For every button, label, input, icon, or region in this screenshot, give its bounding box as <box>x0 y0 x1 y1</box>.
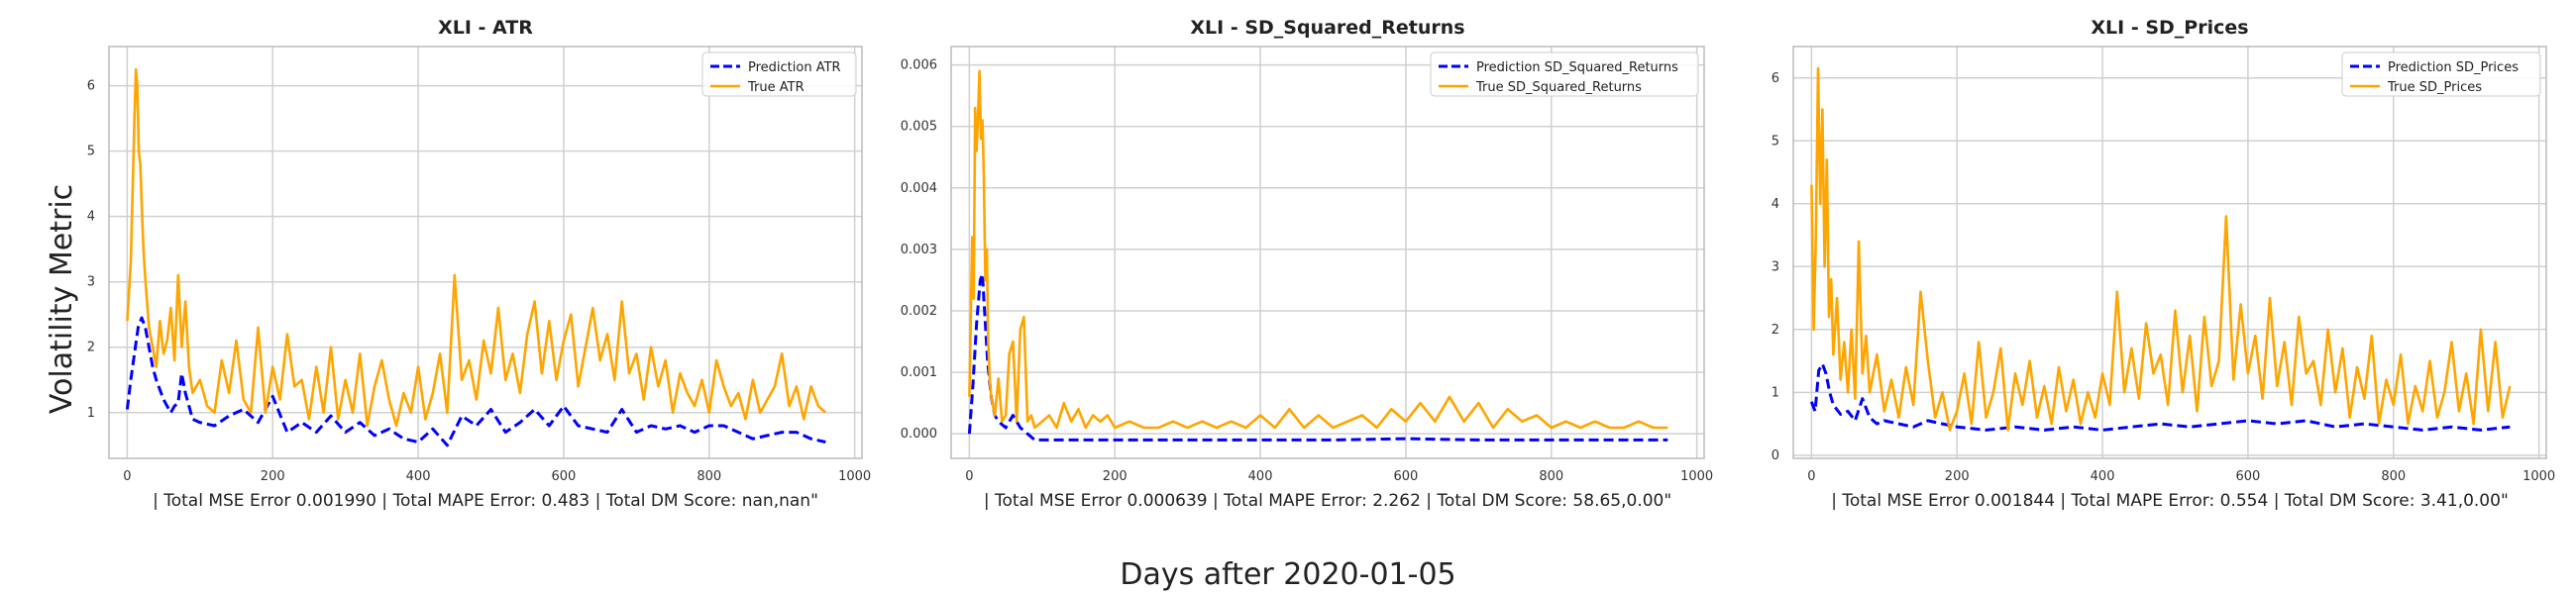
plot-frame <box>1792 46 2547 459</box>
prediction-series-line <box>1809 362 2511 432</box>
chart-panel-sd-squared-returns: 0 200 400 600 800 1000 0.000 0.001 0.002 0.003 0.0… <box>901 17 1713 511</box>
x-tick-label: 400 <box>1248 469 1273 484</box>
figure-ylabel: Volatility Metric <box>45 184 79 414</box>
x-tick-label: 600 <box>2236 469 2261 484</box>
x-tick-label: 1000 <box>1680 469 1713 484</box>
y-tick-label: 0.004 <box>901 181 937 196</box>
x-tick-label: 0 <box>965 469 973 484</box>
legend-label: True SD_Prices <box>2387 80 2482 95</box>
figure-xlabel: Days after 2020-01-05 <box>1120 557 1455 592</box>
legend-box <box>2341 51 2541 97</box>
legend: Prediction ATR True ATR <box>701 51 857 97</box>
prediction-series-line <box>125 316 826 447</box>
chart-panel-atr: 0 200 400 600 800 1000 1 2 3 4 5 6 XLI - ATR | Total… <box>87 17 871 511</box>
chart-title: XLI - SD_Squared_Returns <box>1190 17 1464 39</box>
x-tick-label: 600 <box>552 469 577 484</box>
y-tick-label: 0 <box>1771 448 1779 463</box>
y-tick-label: 0.000 <box>901 427 937 442</box>
y-tick-label: 0.005 <box>901 120 937 135</box>
legend-label: Prediction SD_Squared_Returns <box>1476 60 1678 75</box>
x-tick-label: 0 <box>1807 469 1815 484</box>
legend-label: True ATR <box>747 80 805 95</box>
x-tick-label: 0 <box>123 469 131 484</box>
legend: Prediction SD_Squared_Returns True SD_Squ… <box>1430 51 1699 97</box>
legend-box <box>701 51 857 97</box>
y-tick-label: 0.002 <box>901 304 937 319</box>
y-tick-label: 2 <box>87 341 95 355</box>
y-tick-label: 3 <box>87 275 95 290</box>
y-tick-label: 5 <box>1771 134 1779 148</box>
y-tick-label: 6 <box>1771 71 1779 86</box>
y-tick-label: 4 <box>1771 197 1779 212</box>
plot-area <box>109 47 862 458</box>
y-tick-label: 1 <box>1771 385 1779 400</box>
x-tick-label: 400 <box>406 469 431 484</box>
legend-box <box>1430 51 1699 97</box>
chart-title: XLI - ATR <box>438 17 533 39</box>
y-tick-label: 5 <box>87 145 95 159</box>
y-tick-label: 0.006 <box>901 58 937 73</box>
y-tick-label: 1 <box>87 406 95 421</box>
x-axis-label: | Total MSE Error 0.001844 | Total MAPE … <box>1831 491 2509 511</box>
legend-label: True SD_Squared_Returns <box>1475 80 1642 95</box>
true-series-line <box>968 69 1668 430</box>
y-tick-label: 0.001 <box>901 365 937 380</box>
x-tick-label: 800 <box>2381 469 2406 484</box>
plot-frame <box>950 46 1705 459</box>
x-tick-label: 800 <box>697 469 721 484</box>
x-tick-label: 600 <box>1394 469 1419 484</box>
legend: Prediction SD_Prices True SD_Prices <box>2341 51 2541 97</box>
x-tick-label: 200 <box>1945 469 1970 484</box>
y-tick-label: 2 <box>1771 323 1779 338</box>
chart-title: XLI - SD_Prices <box>2091 17 2248 39</box>
y-tick-label: 3 <box>1771 259 1779 274</box>
x-tick-label: 1000 <box>838 469 871 484</box>
y-tick-label: 4 <box>87 210 95 225</box>
x-tick-label: 400 <box>2091 469 2115 484</box>
y-tick-label: 0.003 <box>901 243 937 257</box>
x-axis-label: | Total MSE Error 0.001990 | Total MAPE … <box>153 491 818 511</box>
legend-label: Prediction ATR <box>748 60 841 75</box>
plot-frame <box>108 46 863 459</box>
x-axis-label: | Total MSE Error 0.000639 | Total MAPE … <box>984 491 1671 511</box>
x-tick-label: 800 <box>1539 469 1563 484</box>
y-tick-label: 6 <box>87 79 95 94</box>
x-tick-label: 200 <box>261 469 285 484</box>
true-series-line <box>126 67 827 428</box>
plot-area <box>951 47 1704 458</box>
x-tick-label: 200 <box>1103 469 1127 484</box>
legend-label: Prediction SD_Prices <box>2388 60 2519 75</box>
prediction-series-line <box>967 272 1668 442</box>
true-series-line <box>1810 66 2512 432</box>
x-tick-label: 1000 <box>2522 469 2555 484</box>
